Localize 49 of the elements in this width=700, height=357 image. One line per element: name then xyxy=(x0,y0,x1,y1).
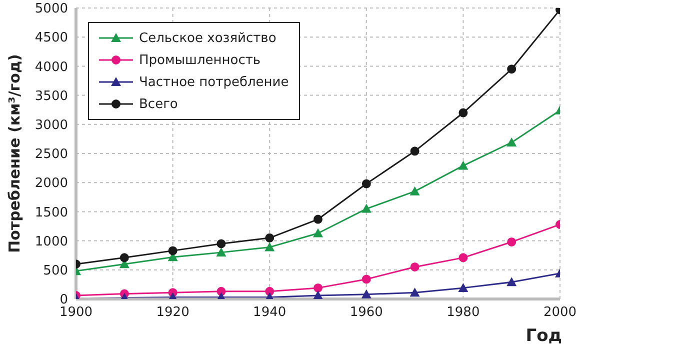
point xyxy=(410,146,420,156)
x-tick-label: 1940 xyxy=(253,305,286,320)
point xyxy=(410,262,420,272)
legend-label: Всего xyxy=(139,96,178,112)
y-tick-label: 3000 xyxy=(34,118,68,134)
point xyxy=(507,237,516,246)
point xyxy=(216,247,226,256)
legend-label: Промышленность xyxy=(139,52,261,68)
point xyxy=(458,108,468,118)
y-tick-label: 1500 xyxy=(34,205,68,220)
y-tick-label: 4000 xyxy=(34,60,68,75)
point xyxy=(216,239,226,248)
point xyxy=(458,253,468,262)
y-tick-label: 4500 xyxy=(34,30,68,46)
point xyxy=(361,204,372,213)
point xyxy=(314,214,322,224)
point xyxy=(314,283,322,292)
point xyxy=(361,289,372,298)
legend-label: Сельское хозяйство xyxy=(139,30,276,46)
y-axis-title: Потребление (км³/год) xyxy=(5,54,24,253)
point xyxy=(506,277,517,286)
y-tick-label: 0 xyxy=(60,292,68,308)
point xyxy=(265,233,274,242)
point xyxy=(458,160,468,170)
legend-label: Частное потребление xyxy=(139,74,289,90)
point xyxy=(506,137,517,146)
y-tick-label: 2500 xyxy=(34,147,68,162)
point xyxy=(410,186,420,196)
point xyxy=(507,64,516,74)
point xyxy=(313,290,323,299)
point xyxy=(458,282,468,292)
y-tick-label: 3500 xyxy=(34,88,68,104)
point xyxy=(168,246,178,256)
y-tick-label: 1000 xyxy=(34,234,68,250)
point xyxy=(120,253,129,262)
point xyxy=(264,242,275,252)
point xyxy=(313,228,323,238)
x-tick-label: 1900 xyxy=(59,305,93,320)
x-tick-label: 1980 xyxy=(446,305,480,320)
x-tick-label: 1920 xyxy=(156,305,190,320)
x-axis-title: Год xyxy=(526,326,562,346)
point xyxy=(362,179,371,188)
x-tick-label: 1960 xyxy=(350,305,383,320)
point xyxy=(410,288,420,297)
x-tick-label: 2000 xyxy=(543,305,577,320)
y-tick-label: 2000 xyxy=(34,176,68,192)
point xyxy=(362,274,371,284)
y-tick-label: 500 xyxy=(43,264,68,279)
y-tick-label: 5000 xyxy=(34,2,68,17)
